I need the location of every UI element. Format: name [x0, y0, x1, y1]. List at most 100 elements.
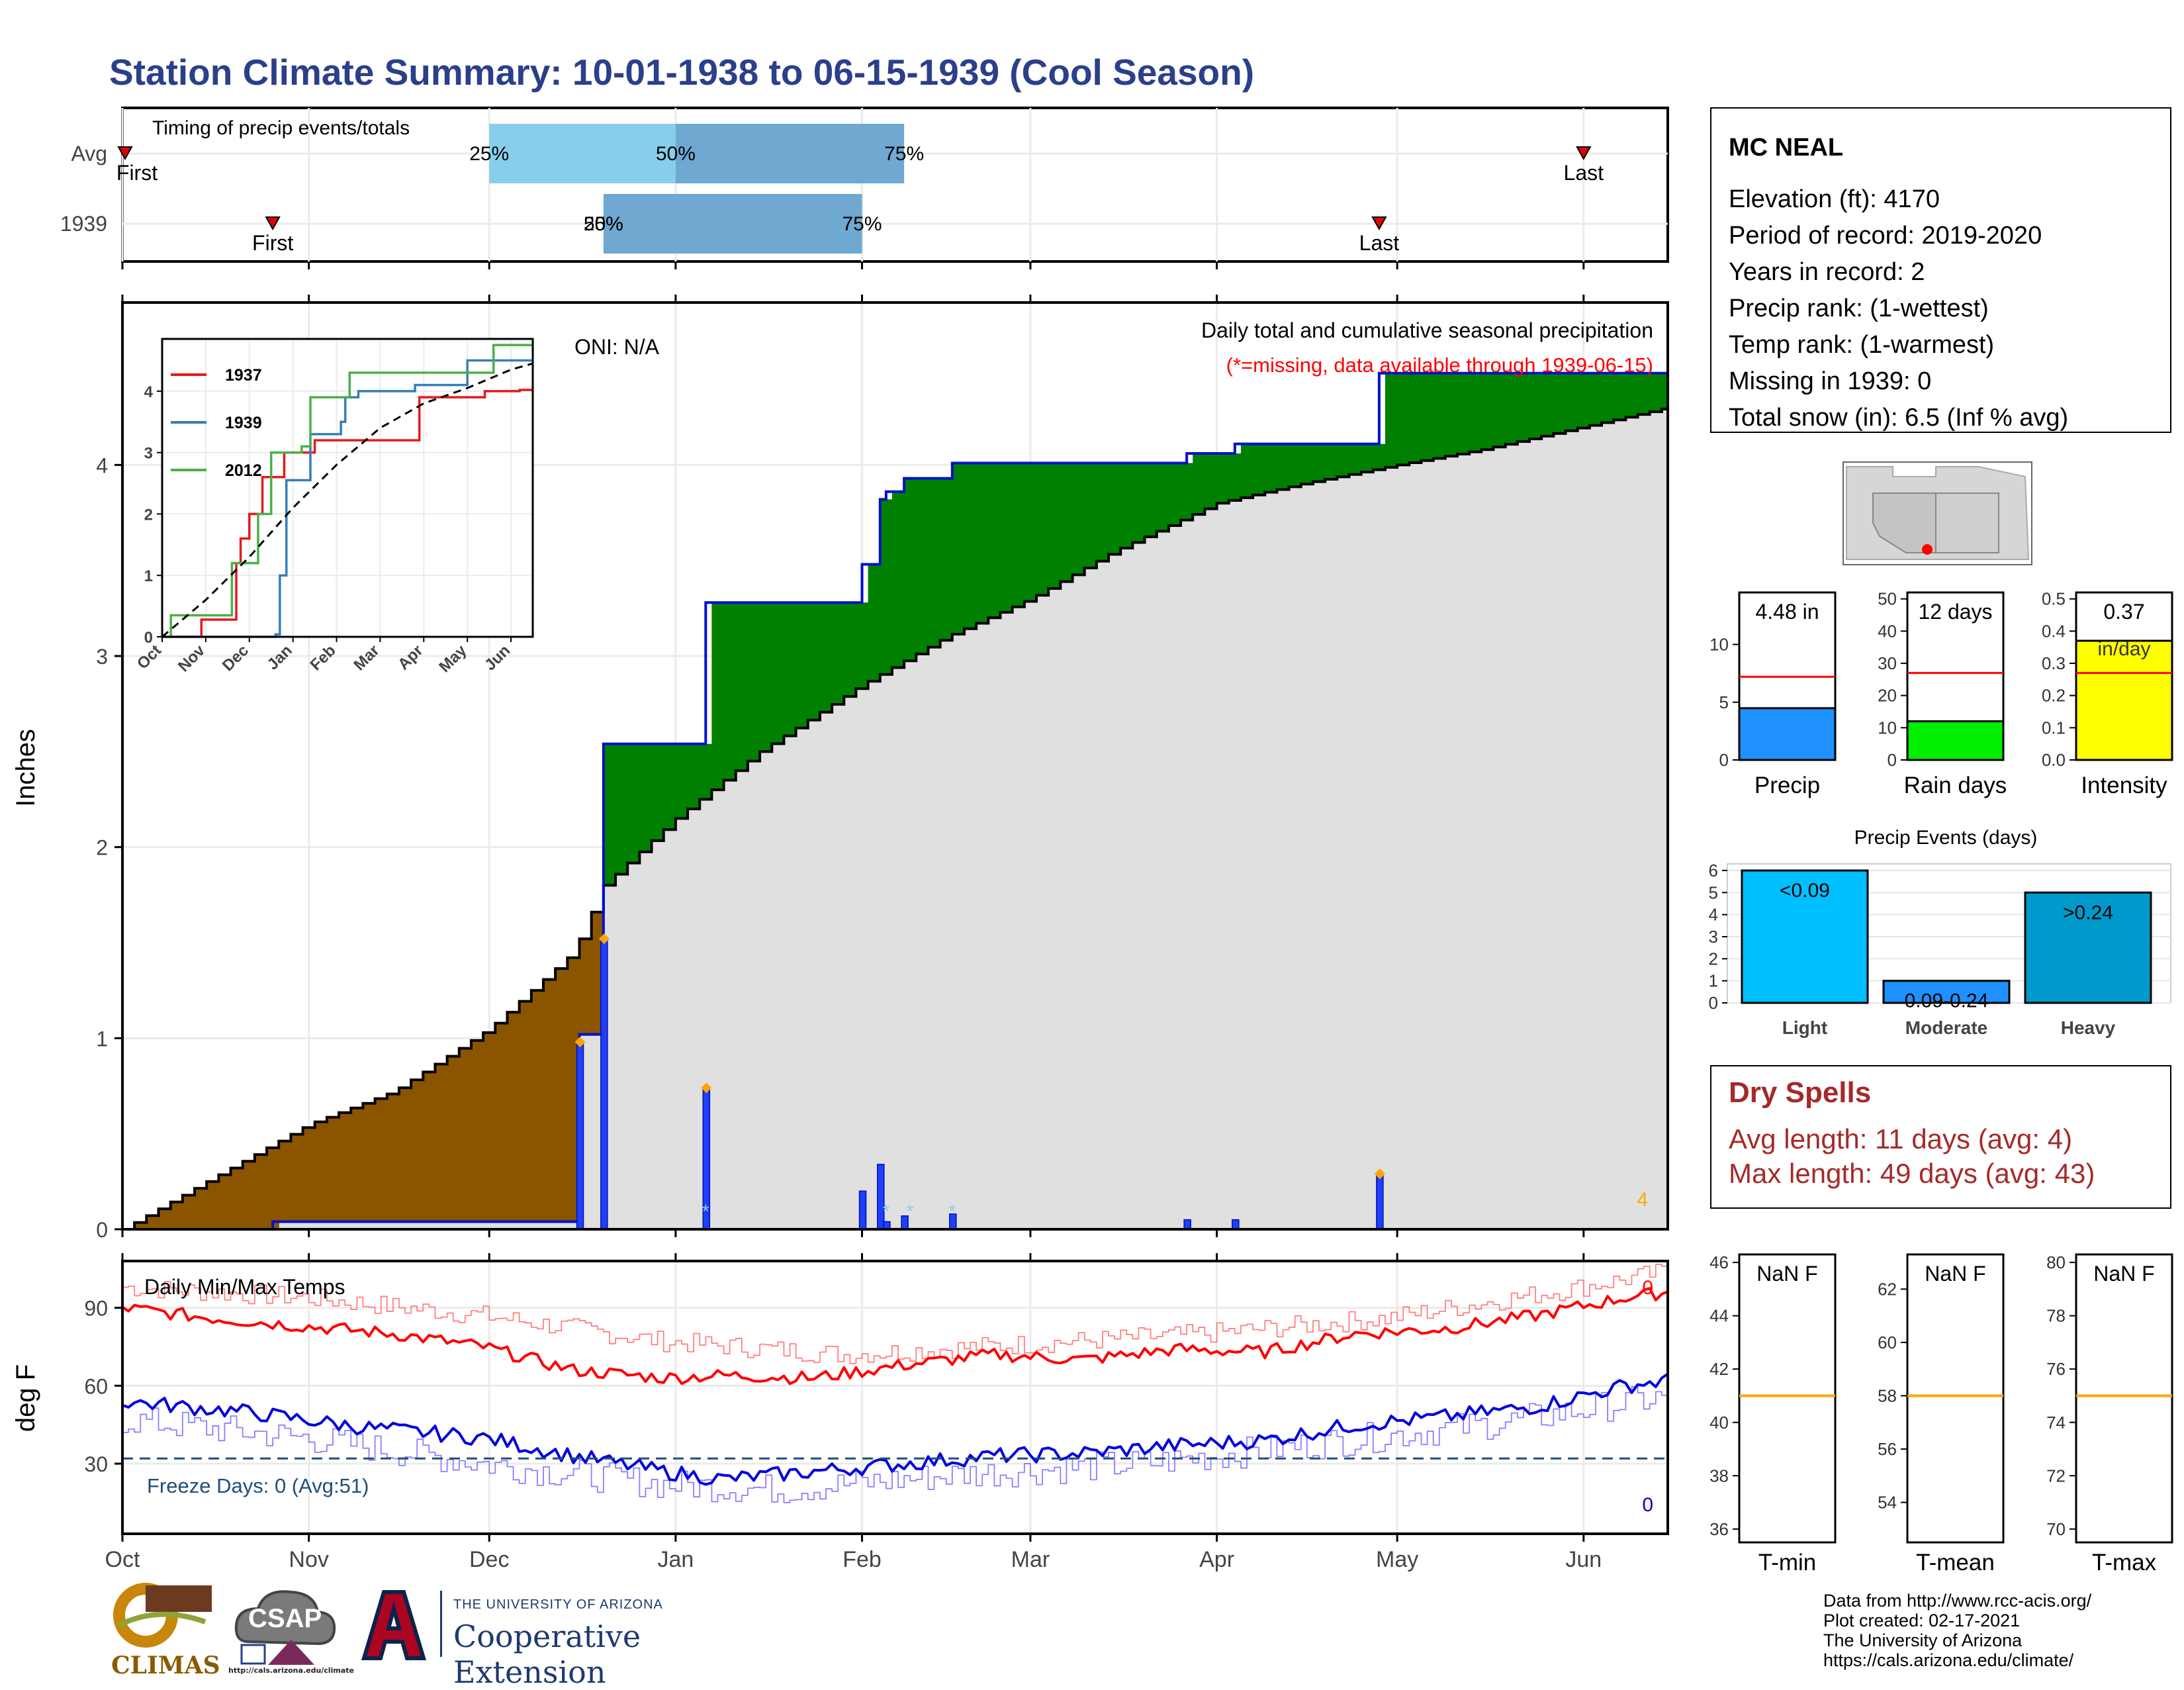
above-average-fill	[700, 743, 712, 800]
ua-main-text: Cooperative Extension	[453, 1619, 641, 1690]
gauge-value-unit: in/day	[2097, 638, 2150, 660]
below-average-fill	[182, 1195, 195, 1229]
page-title: Station Climate Summary: 10-01-1938 to 0…	[109, 52, 1254, 93]
inset-legend-label: 1939	[225, 414, 262, 432]
above-average-fill	[1469, 373, 1482, 452]
temp-gauge-y-tick-label: 80	[2046, 1252, 2066, 1272]
temp-gauge-y-tick-label: 58	[1878, 1385, 1897, 1405]
below-average-fill	[302, 1127, 316, 1222]
gauge-y-tick-label: 0	[1888, 750, 1897, 770]
timing-bar-50-75	[603, 194, 862, 254]
above-average-fill	[891, 491, 905, 668]
above-average-fill	[784, 602, 797, 736]
credit-line-3: The University of Arizona	[1823, 1630, 2023, 1650]
precip-y-tick-label: 4	[96, 453, 108, 477]
footer-logos: CLIMAS CSAP http://cals.arizona.edu/clim…	[106, 1579, 741, 1690]
above-average-fill	[1084, 463, 1097, 569]
temp-gauge-frame	[2075, 1253, 2173, 1544]
above-average-fill	[1216, 453, 1230, 504]
gauge-bar-Intensity	[2075, 639, 2173, 761]
events-y-tick-label: 1	[1709, 971, 1718, 991]
daily-precip-bar	[1183, 1219, 1191, 1230]
below-average-fill	[459, 1048, 472, 1222]
csap-logo: CSAP http://cals.arizona.edu/climate	[228, 1579, 354, 1678]
below-average-fill	[363, 1103, 376, 1222]
gauge-value-label: 0.37	[2103, 600, 2144, 624]
above-average-fill	[1253, 444, 1265, 495]
above-average-fill	[1589, 373, 1602, 426]
above-average-fill	[1457, 373, 1470, 454]
above-average-fill	[1661, 373, 1668, 409]
below-average-fill	[483, 1032, 496, 1222]
above-average-fill	[663, 743, 676, 830]
above-average-fill	[1505, 373, 1518, 445]
station-info-line: Period of record: 2019-2020	[1729, 222, 2042, 250]
above-average-fill	[1120, 463, 1133, 549]
above-average-fill	[760, 602, 772, 752]
station-info-line: Precip rank: (1-wettest)	[1729, 295, 1989, 322]
above-average-fill	[1421, 373, 1434, 461]
above-average-fill	[1205, 453, 1218, 509]
above-average-fill	[1036, 463, 1049, 596]
gauge-value-label: 12 days	[1918, 600, 1992, 624]
above-average-fill	[1361, 444, 1374, 473]
below-average-fill	[279, 1141, 291, 1222]
dry-spells-title: Dry Spells	[1729, 1076, 1871, 1109]
missing-marker: *	[907, 1201, 914, 1221]
above-average-fill	[711, 602, 725, 790]
below-average-fill	[170, 1201, 183, 1229]
inset-y-tick-label: 4	[144, 383, 154, 401]
precip-frame	[121, 301, 1669, 1231]
x-tick-label: Jan	[657, 1547, 694, 1572]
station-info-line: Total snow (in): 6.5 (Inf % avg)	[1729, 404, 2068, 432]
inset-series-1939	[162, 359, 533, 638]
credits: Data from http://www.rcc-acis.org/ Plot …	[1823, 1591, 2092, 1670]
precip-y-tick-label: 2	[96, 836, 108, 860]
events-bar-range: 0.09-0.24	[1905, 990, 1989, 1012]
temp-gauge-y-tick-label: 76	[2046, 1359, 2066, 1379]
above-average-fill	[1541, 373, 1554, 436]
above-average-fill	[1156, 463, 1169, 532]
temp-y-tick-label: 60	[84, 1374, 108, 1398]
above-average-fill	[1109, 463, 1121, 555]
above-average-fill	[1060, 463, 1073, 582]
missing-marker: *	[882, 1201, 889, 1221]
x-tick-label: Apr	[1199, 1547, 1234, 1572]
above-average-fill	[928, 478, 941, 647]
above-average-fill	[1193, 453, 1206, 515]
above-average-fill	[1240, 444, 1253, 498]
temp-panel: Daily Min/Max Temps Freeze Days: 0 (Avg:…	[11, 1253, 1669, 1572]
csap-text: CSAP	[248, 1604, 322, 1633]
ua-cooperative-extension-logo: THE UNIVERSITY OF ARIZONA Cooperative Ex…	[357, 1585, 741, 1690]
gauge-label-bg	[2077, 594, 2171, 634]
credit-line-4: https://cals.arizona.edu/climate/	[1823, 1650, 2074, 1670]
above-average-fill	[1625, 373, 1639, 418]
x-tick-label: Oct	[105, 1547, 140, 1572]
above-average-fill	[952, 463, 965, 635]
temp-y-tick-label: 30	[84, 1452, 108, 1476]
below-average-fill	[555, 968, 568, 1222]
temp-gauge-y-tick-label: 60	[1878, 1333, 1897, 1352]
below-average-fill	[146, 1215, 159, 1229]
snow-marker	[598, 933, 610, 945]
gauge-label: Precip	[1754, 773, 1820, 798]
above-average-fill	[639, 743, 653, 852]
above-average-fill	[1577, 373, 1590, 428]
above-average-fill	[988, 463, 1001, 618]
timing-first-label: First	[252, 231, 293, 255]
above-average-fill	[1385, 373, 1398, 467]
precip-y-tick-label: 1	[96, 1027, 108, 1051]
above-average-fill	[1277, 444, 1290, 490]
above-average-fill	[1517, 373, 1530, 442]
temperature-gauges: NaN F 36 38 40 42 44 46 T-min NaN F 54 56 58 60 62 T-m…	[1709, 1252, 2173, 1575]
temp-title: Daily Min/Max Temps	[144, 1275, 345, 1299]
station-info-line: Temp rank: (1-warmest)	[1729, 331, 1994, 359]
temp-gauge-y-tick-label: 36	[1709, 1519, 1729, 1539]
ua-subtitle: THE UNIVERSITY OF ARIZONA	[453, 1597, 663, 1612]
inset-y-tick-label: 3	[144, 445, 153, 463]
above-average-fill	[1602, 373, 1614, 423]
events-y-tick-label: 4	[1709, 905, 1718, 925]
